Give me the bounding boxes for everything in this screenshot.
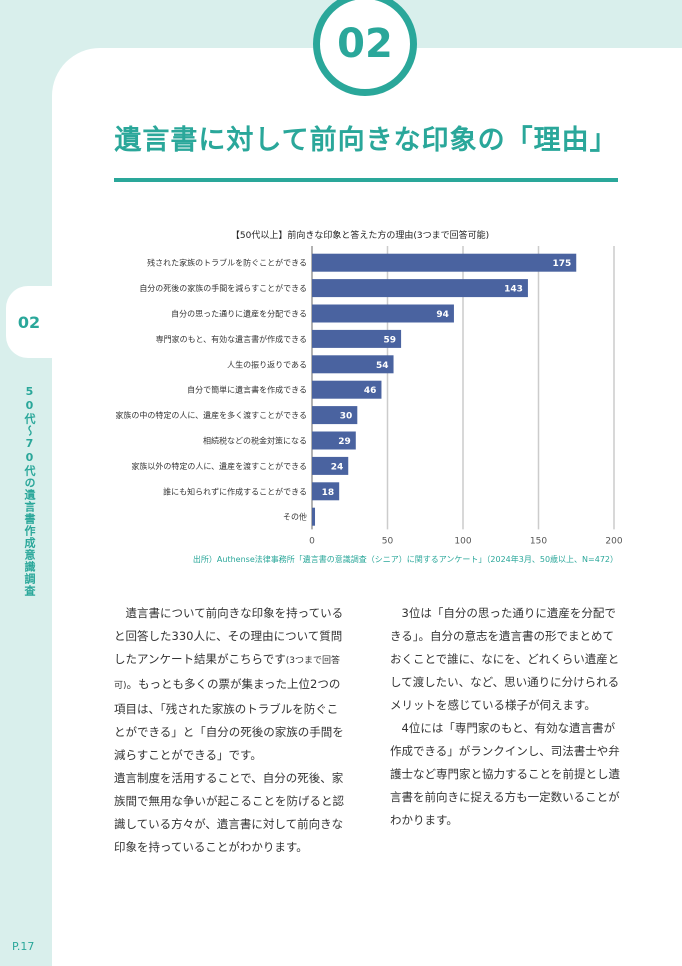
bar-11	[312, 507, 316, 526]
vertical-section-title: 50代〜70代の遺言書作成意識調査	[23, 385, 36, 597]
chart-source: 出所）Authense法律事務所「遺言書の意識調査（シニア）に関するアンケート」…	[192, 555, 618, 564]
body-left-p1b: 。もっとも多くの票が集まった上位2つの項目は、「残された家族のトラブルを防ぐこと…	[114, 677, 344, 762]
value-label-5: 54	[376, 361, 389, 371]
sidebar-strip	[0, 0, 52, 966]
category-label-5: 人生の振り返りである	[227, 359, 307, 369]
page-number: P.17	[12, 940, 35, 953]
bar-5	[312, 355, 394, 374]
value-label-1: 175	[552, 259, 571, 269]
x-tick-label-150: 150	[530, 536, 547, 544]
bar-4	[312, 329, 402, 348]
value-label-4: 59	[384, 335, 397, 345]
value-label-8: 29	[338, 437, 351, 447]
bar-6	[312, 380, 382, 399]
bar-chart: 0 50 100 150 200 残された家族のトラブルを防ぐことができる 175 自分の死後…	[115, 246, 623, 544]
body-left-paragraph-2: 遺言制度を活用することで、自分の死後、家族間で無用な争いが起こることを防げると認…	[114, 771, 344, 854]
body-left-paragraph-1: 遺言書について前向きな印象を持っていると回答した330人に、その理由について質問…	[114, 602, 344, 767]
section-number-badge: 02	[313, 0, 417, 96]
bar-7	[312, 406, 358, 425]
main-panel	[52, 48, 682, 966]
bar-8	[312, 431, 356, 450]
bar-3	[312, 304, 454, 323]
value-label-10: 18	[322, 488, 335, 498]
value-label-2: 143	[504, 285, 523, 295]
category-label-9: 家族以外の特定の人に、遺産を渡すことができる	[131, 461, 307, 471]
category-label-4: 専門家のもと、有効な遺言書が作成できる	[156, 334, 307, 344]
value-label-11: 2	[304, 513, 310, 523]
body-right-paragraph-1: 3位は「自分の思った通りに遺産を分配できる」。自分の意志を遺言書の形でまとめてお…	[390, 606, 620, 712]
side-tab-number: 02	[17, 312, 41, 332]
x-tick-label-200: 200	[605, 536, 622, 544]
category-label-10: 誰にも知られずに作成することができる	[163, 486, 307, 496]
bar-10	[312, 482, 340, 501]
category-label-2: 自分の死後の家族の手間を減らすことができる	[139, 283, 307, 293]
value-label-6: 46	[364, 386, 377, 396]
category-label-7: 家族の中の特定の人に、遺産を多く渡すことができる	[115, 410, 307, 420]
value-label-3: 94	[436, 310, 449, 320]
bar-9	[312, 456, 349, 475]
value-label-7: 30	[340, 412, 353, 422]
bar-2	[312, 279, 528, 298]
body-left-column: 遺言書について前向きな印象を持っていると回答した330人に、その理由について質問…	[114, 602, 344, 859]
category-label-8: 相続税などの税金対策になる	[203, 436, 307, 446]
x-tick-label-50: 50	[382, 536, 394, 544]
category-label-1: 残された家族のトラブルを防ぐことができる	[147, 258, 307, 268]
body-right-paragraph-2: 4位には「専門家のもと、有効な遺言書が作成できる」がランクインし、司法書士や弁護…	[390, 721, 620, 827]
chart-title: 【50代以上】前向きな印象と答えた方の理由(3つまで回答可能)	[230, 231, 490, 241]
body-left-p1-note: (3つまで回答可)	[114, 656, 340, 691]
page-title: 遺言書に対して前向きな印象の「理由」	[114, 125, 618, 156]
title-underline	[114, 178, 618, 182]
side-tab	[6, 286, 66, 358]
category-label-6: 自分で簡単に遺言書を作成できる	[187, 385, 307, 395]
category-label-11: その他	[283, 512, 307, 522]
body-left-p1a: 遺言書について前向きな印象を持っていると回答した330人に、その理由について質問…	[114, 606, 344, 666]
value-label-9: 24	[331, 462, 344, 472]
bar-1	[312, 253, 577, 272]
body-right-column: 3位は「自分の思った通りに遺産を分配できる」。自分の意志を遺言書の形でまとめてお…	[390, 602, 620, 832]
x-tick-label-0: 0	[309, 536, 315, 544]
category-label-3: 自分の思った通りに遺産を分配できる	[171, 309, 307, 319]
x-tick-label-100: 100	[454, 536, 471, 544]
